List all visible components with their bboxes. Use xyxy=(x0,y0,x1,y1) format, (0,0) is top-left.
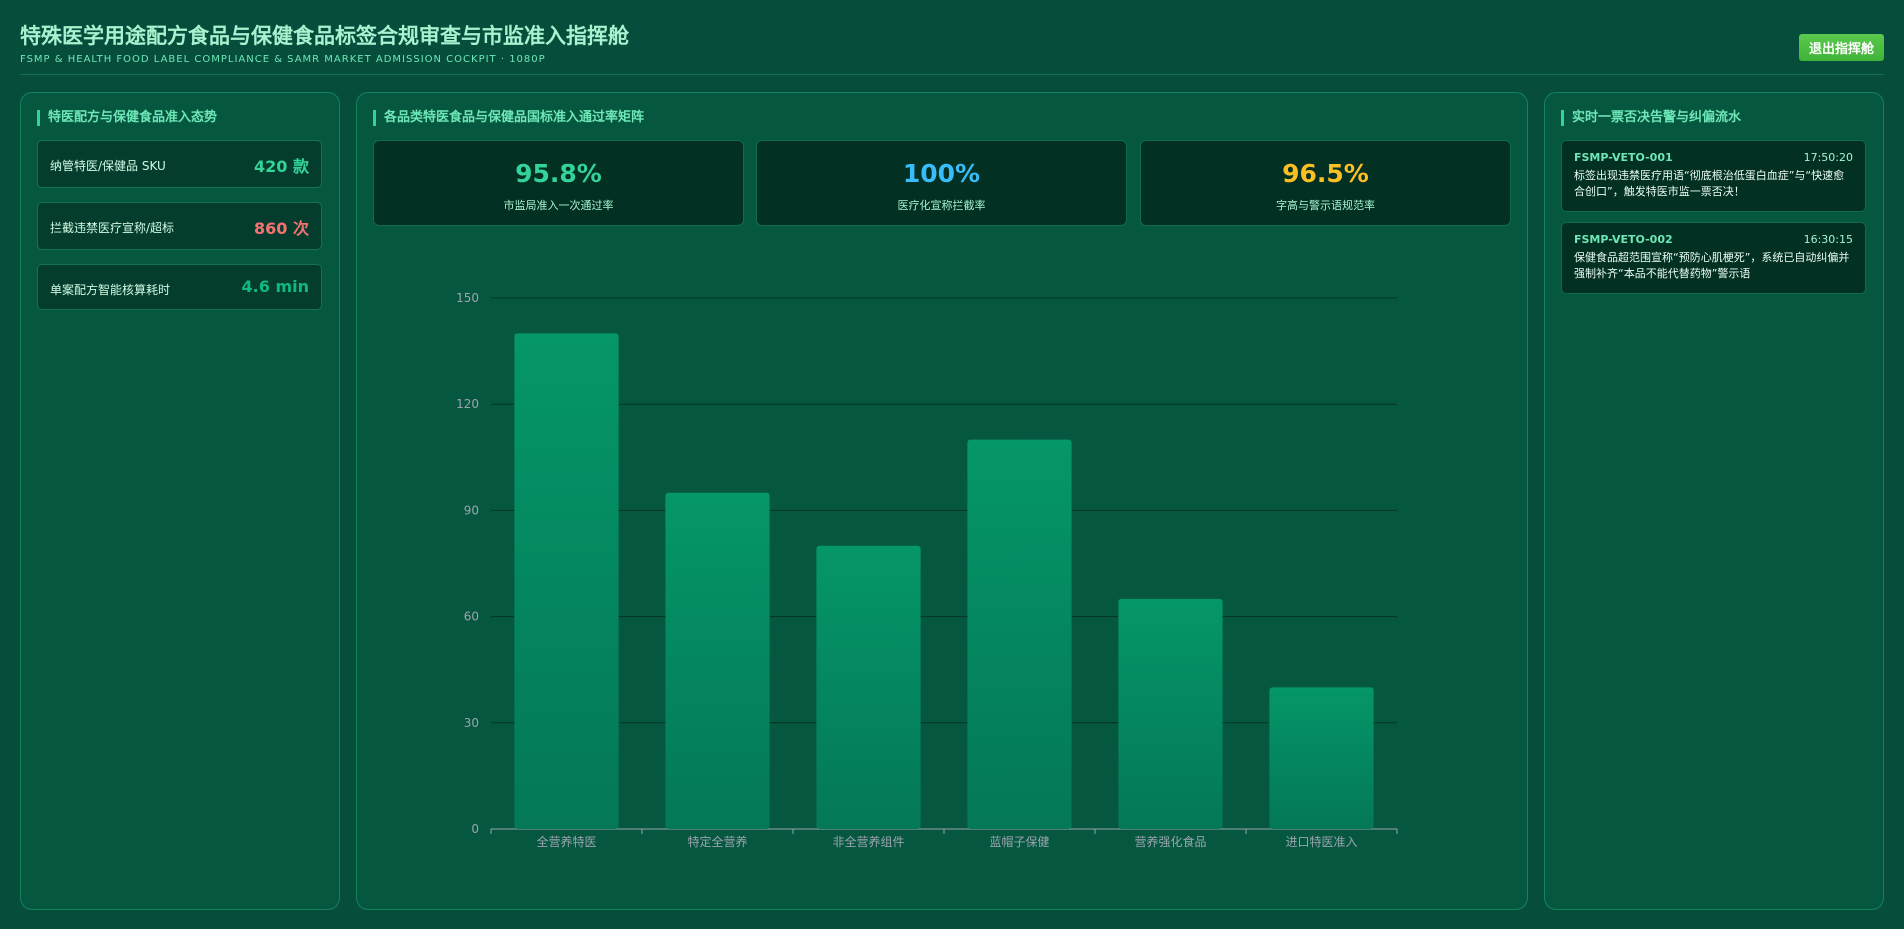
center-panel-title: 各品类特医食品与保健品国标准入通过率矩阵 xyxy=(373,110,644,126)
x-tick-label: 蓝帽子保健 xyxy=(989,834,1049,849)
bar[interactable] xyxy=(1118,598,1223,829)
header: 特殊医学用途配方食品与保健食品标签合规审查与市监准入指挥舱 FSMP & HEA… xyxy=(20,22,1884,75)
stat-value: 860 次 xyxy=(254,219,309,238)
stat-card-time: 单案配方智能核算耗时 4.6 min xyxy=(37,264,322,310)
kpi-value: 95.8% xyxy=(515,159,602,188)
bar[interactable] xyxy=(1269,687,1374,829)
kpi-label: 市监局准入一次通过率 xyxy=(503,199,614,212)
y-tick-label: 120 xyxy=(456,397,479,411)
page-subtitle: FSMP & HEALTH FOOD LABEL COMPLIANCE & SA… xyxy=(20,54,546,65)
alert-item[interactable]: FSMP-VETO-002 16:30:15 保健食品超范围宣称“预防心肌梗死”… xyxy=(1561,222,1866,294)
stat-value: 4.6 min xyxy=(241,277,309,296)
x-tick-label: 全营养特医 xyxy=(536,834,596,849)
pass-rate-bar-chart: 0 30 60 90 120 150 全营养特医 特定全营养 非全营养组件 蓝帽子保健 营养强化食品… xyxy=(456,291,1398,849)
center-panel: 各品类特医食品与保健品国标准入通过率矩阵 95.8% 市监局准入一次通过率 10… xyxy=(356,92,1528,910)
stat-card-intercept: 拦截违禁医疗宣称/超标 860 次 xyxy=(37,202,322,250)
y-tick-label: 30 xyxy=(464,716,479,730)
x-tick-label: 特定全营养 xyxy=(687,834,747,849)
left-panel: 特医配方与保健食品准入态势 纳管特医/保健品 SKU 420 款 拦截违禁医疗宣… xyxy=(20,92,340,910)
stat-value: 420 款 xyxy=(254,157,309,176)
x-tick-label: 进口特医准入 xyxy=(1285,834,1357,849)
bar[interactable] xyxy=(665,492,770,829)
alert-id: FSMP-VETO-002 xyxy=(1574,233,1673,246)
kpi-card-font-compliance: 96.5% 字高与警示语规范率 xyxy=(1140,140,1511,226)
stat-label: 单案配方智能核算耗时 xyxy=(50,283,171,297)
kpi-card-pass-rate: 95.8% 市监局准入一次通过率 xyxy=(373,140,744,226)
y-tick-label: 150 xyxy=(456,291,479,305)
alert-time: 17:50:20 xyxy=(1803,151,1853,164)
alert-time: 16:30:15 xyxy=(1803,233,1853,246)
alert-id: FSMP-VETO-001 xyxy=(1574,151,1673,164)
bar[interactable] xyxy=(967,439,1072,829)
exit-cockpit-button[interactable]: 退出指挥舱 xyxy=(1798,34,1884,61)
kpi-card-claim-block: 100% 医疗化宣称拦截率 xyxy=(756,140,1127,226)
right-panel: 实时一票否决告警与纠偏流水 FSMP-VETO-001 17:50:20 标签出… xyxy=(1544,92,1884,910)
y-tick-label: 60 xyxy=(464,610,479,624)
y-tick-label: 90 xyxy=(464,503,479,517)
stat-label: 纳管特医/保健品 SKU xyxy=(50,159,166,173)
x-tick-label: 非全营养组件 xyxy=(832,834,904,849)
page-title: 特殊医学用途配方食品与保健食品标签合规审查与市监准入指挥舱 xyxy=(20,24,629,48)
stat-label: 拦截违禁医疗宣称/超标 xyxy=(50,221,175,235)
bar[interactable] xyxy=(514,333,619,829)
stat-card-sku: 纳管特医/保健品 SKU 420 款 xyxy=(37,140,322,188)
bar[interactable] xyxy=(816,545,921,829)
alert-text: 保健食品超范围宣称“预防心肌梗死”，系统已自动纠偏并强制补齐“本品不能代替药物”… xyxy=(1574,251,1850,280)
left-panel-title: 特医配方与保健食品准入态势 xyxy=(37,110,217,126)
alert-text: 标签出现违禁医疗用语“彻底根治低蛋白血症”与“快速愈合创口”，触发特医市监一票否… xyxy=(1574,169,1845,198)
kpi-value: 96.5% xyxy=(1282,159,1369,188)
kpi-value: 100% xyxy=(902,159,981,188)
kpi-label: 字高与警示语规范率 xyxy=(1276,199,1375,212)
kpi-label: 医疗化宣称拦截率 xyxy=(897,199,986,212)
alert-item[interactable]: FSMP-VETO-001 17:50:20 标签出现违禁医疗用语“彻底根治低蛋… xyxy=(1561,140,1866,212)
y-tick-label: 0 xyxy=(471,822,479,836)
right-panel-title: 实时一票否决告警与纠偏流水 xyxy=(1561,110,1741,126)
x-tick-label: 营养强化食品 xyxy=(1134,834,1206,849)
